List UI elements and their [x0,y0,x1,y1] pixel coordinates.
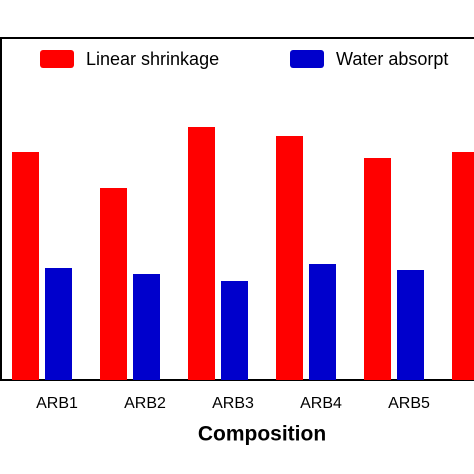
bar [397,270,424,380]
x-axis-title: Composition [198,423,326,446]
bar [221,281,248,380]
x-tick-label: ARB1 [36,395,78,412]
x-tick-label: ARB2 [124,395,166,412]
bar [276,136,303,380]
legend-swatch [40,50,74,68]
bar [45,268,72,380]
x-tick-label: ARB3 [212,395,254,412]
bar [188,127,215,380]
x-tick-label: ARB5 [388,395,430,412]
bar [452,152,474,380]
x-tick-label: ARB4 [300,395,342,412]
bar [133,274,160,380]
bar [364,158,391,380]
bar [100,188,127,380]
legend-swatch [290,50,324,68]
bar [309,264,336,380]
legend-label: Water absorpt [336,49,448,69]
bar [12,152,39,380]
legend-label: Linear shrinkage [86,49,219,69]
